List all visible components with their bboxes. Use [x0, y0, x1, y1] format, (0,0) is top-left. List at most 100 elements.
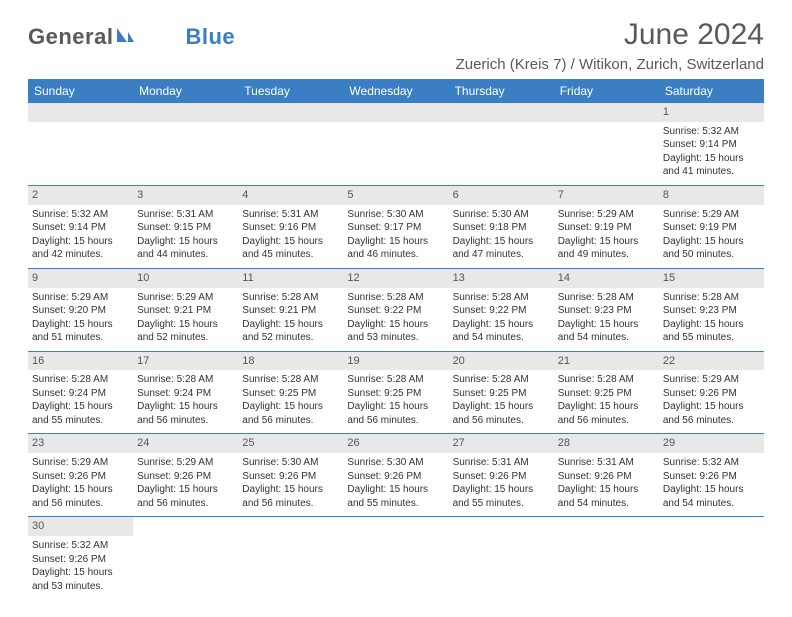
day-number-empty: [449, 103, 554, 122]
calendar-day-cell: 27Sunrise: 5:31 AMSunset: 9:26 PMDayligh…: [449, 434, 554, 517]
day-sunset: Sunset: 9:24 PM: [32, 387, 129, 401]
calendar-day-cell: 2Sunrise: 5:32 AMSunset: 9:14 PMDaylight…: [28, 185, 133, 268]
day-daylight: Daylight: 15 hours and 56 minutes.: [137, 483, 234, 510]
day-daylight: Daylight: 15 hours and 53 minutes.: [32, 566, 129, 593]
calendar-day-cell: 9Sunrise: 5:29 AMSunset: 9:20 PMDaylight…: [28, 268, 133, 351]
day-sunset: Sunset: 9:20 PM: [32, 304, 129, 318]
day-sunrise: Sunrise: 5:32 AM: [32, 539, 129, 553]
day-number: 29: [659, 434, 764, 453]
day-sunrise: Sunrise: 5:29 AM: [663, 373, 760, 387]
calendar-week-row: 9 Sunrise: 5:29 AMSunset: 9:20 PM Daylight…: [28, 268, 764, 351]
day-sunset: Sunset: 9:26 PM: [663, 387, 760, 401]
day-daylight: Daylight: 15 hours and 55 minutes.: [663, 318, 760, 345]
day-number: 18: [238, 352, 343, 371]
calendar-day-cell: 13Sunrise: 5:28 AMSunset: 9:22 PMDayligh…: [449, 268, 554, 351]
day-daylight: Daylight: 15 hours and 56 minutes.: [242, 400, 339, 427]
day-number: 28: [554, 434, 659, 453]
day-sunset: Sunset: 9:24 PM: [137, 387, 234, 401]
calendar-day-cell: 16Sunrise: 5:28 AMSunset: 9:24 PMDayligh…: [28, 351, 133, 434]
day-sunrise: Sunrise: 5:28 AM: [242, 373, 339, 387]
calendar-day-cell: [133, 517, 238, 599]
logo: GeneralBlue: [28, 24, 235, 50]
day-daylight: Daylight: 15 hours and 50 minutes.: [663, 235, 760, 262]
day-sunrise: Sunrise: 5:29 AM: [558, 208, 655, 222]
day-daylight: Daylight: 15 hours and 52 minutes.: [137, 318, 234, 345]
calendar-day-cell: 20Sunrise: 5:28 AMSunset: 9:25 PMDayligh…: [449, 351, 554, 434]
calendar-day-cell: [133, 103, 238, 185]
day-sunset: Sunset: 9:19 PM: [663, 221, 760, 235]
calendar-day-cell: [554, 517, 659, 599]
day-sunset: Sunset: 9:18 PM: [453, 221, 550, 235]
calendar-week-row: 23Sunrise: 5:29 AMSunset: 9:26 PMDayligh…: [28, 434, 764, 517]
day-number: 3: [133, 186, 238, 205]
day-number: 9: [28, 269, 133, 288]
calendar-day-cell: [659, 517, 764, 599]
day-sunrise: Sunrise: 5:28 AM: [558, 373, 655, 387]
month-title: June 2024: [456, 18, 764, 52]
calendar-week-row: 16Sunrise: 5:28 AMSunset: 9:24 PMDayligh…: [28, 351, 764, 434]
day-sunset: Sunset: 9:25 PM: [242, 387, 339, 401]
day-daylight: Daylight: 15 hours and 54 minutes.: [558, 483, 655, 510]
day-number: 30: [28, 517, 133, 536]
day-number: 25: [238, 434, 343, 453]
day-daylight: Daylight: 15 hours and 55 minutes.: [32, 400, 129, 427]
day-sunrise: Sunrise: 5:28 AM: [32, 373, 129, 387]
day-sunset: Sunset: 9:26 PM: [32, 470, 129, 484]
day-daylight: Daylight: 15 hours and 54 minutes.: [558, 318, 655, 345]
calendar-day-cell: [554, 103, 659, 185]
calendar-day-cell: [238, 517, 343, 599]
day-sunrise: Sunrise: 5:29 AM: [32, 291, 129, 305]
header: GeneralBlue June 2024 Zuerich (Kreis 7) …: [28, 18, 764, 73]
day-number: 17: [133, 352, 238, 371]
day-sunset: Sunset: 9:25 PM: [347, 387, 444, 401]
day-sunset: Sunset: 9:26 PM: [347, 470, 444, 484]
day-number: 5: [343, 186, 448, 205]
day-sunrise: Sunrise: 5:29 AM: [663, 208, 760, 222]
calendar-day-cell: 14Sunrise: 5:28 AMSunset: 9:23 PMDayligh…: [554, 268, 659, 351]
weekday-header: Tuesday: [238, 79, 343, 103]
day-sunrise: Sunrise: 5:32 AM: [663, 125, 760, 139]
day-daylight: Daylight: 15 hours and 56 minutes.: [137, 400, 234, 427]
day-number: 21: [554, 352, 659, 371]
day-number: 11: [238, 269, 343, 288]
calendar-day-cell: 26Sunrise: 5:30 AMSunset: 9:26 PMDayligh…: [343, 434, 448, 517]
day-sunset: Sunset: 9:21 PM: [242, 304, 339, 318]
day-sunrise: Sunrise: 5:31 AM: [242, 208, 339, 222]
day-sunrise: Sunrise: 5:31 AM: [453, 456, 550, 470]
day-daylight: Daylight: 15 hours and 56 minutes.: [242, 483, 339, 510]
day-sunrise: Sunrise: 5:28 AM: [137, 373, 234, 387]
calendar-day-cell: 18 Sunrise: 5:28 AMSunset: 9:25 PMDayligh…: [238, 351, 343, 434]
calendar-day-cell: 11Sunrise: 5:28 AMSunset: 9:21 PMDayligh…: [238, 268, 343, 351]
calendar-day-cell: 28Sunrise: 5:31 AMSunset: 9:26 PMDayligh…: [554, 434, 659, 517]
calendar-day-cell: 22Sunrise: 5:29 AMSunset: 9:26 PMDayligh…: [659, 351, 764, 434]
day-daylight: Daylight: 15 hours and 53 minutes.: [347, 318, 444, 345]
day-sunrise: Sunrise: 5:28 AM: [453, 373, 550, 387]
calendar-day-cell: 17 Sunrise: 5:28 AMSunset: 9:24 PMDayligh…: [133, 351, 238, 434]
day-sunset: Sunset: 9:26 PM: [32, 553, 129, 567]
calendar-day-cell: [343, 517, 448, 599]
logo-text: GeneralBlue: [28, 24, 235, 50]
calendar-day-cell: 8 Sunrise: 5:29 AMSunset: 9:19 PMDaylight…: [659, 185, 764, 268]
day-daylight: Daylight: 15 hours and 54 minutes.: [663, 483, 760, 510]
day-sunrise: Sunrise: 5:31 AM: [558, 456, 655, 470]
day-daylight: Daylight: 15 hours and 55 minutes.: [453, 483, 550, 510]
calendar-day-cell: 5Sunrise: 5:30 AMSunset: 9:17 PMDaylight…: [343, 185, 448, 268]
day-sunset: Sunset: 9:16 PM: [242, 221, 339, 235]
weekday-header: Thursday: [449, 79, 554, 103]
calendar-day-cell: 1Sunrise: 5:32 AMSunset: 9:14 PMDaylight…: [659, 103, 764, 185]
calendar-day-cell: 19Sunrise: 5:28 AMSunset: 9:25 PMDayligh…: [343, 351, 448, 434]
calendar-week-row: 2Sunrise: 5:32 AMSunset: 9:14 PMDaylight…: [28, 185, 764, 268]
day-number: 8: [659, 186, 764, 205]
weekday-header: Saturday: [659, 79, 764, 103]
location-subtitle: Zuerich (Kreis 7) / Witikon, Zurich, Swi…: [456, 56, 764, 73]
day-number: 26: [343, 434, 448, 453]
calendar-day-cell: [343, 103, 448, 185]
day-daylight: Daylight: 15 hours and 42 minutes.: [32, 235, 129, 262]
day-sunrise: Sunrise: 5:28 AM: [242, 291, 339, 305]
day-sunset: Sunset: 9:23 PM: [663, 304, 760, 318]
day-sunset: Sunset: 9:26 PM: [663, 470, 760, 484]
day-number: 10: [133, 269, 238, 288]
day-sunrise: Sunrise: 5:32 AM: [32, 208, 129, 222]
calendar-day-cell: 24Sunrise: 5:29 AMSunset: 9:26 PMDayligh…: [133, 434, 238, 517]
day-sunrise: Sunrise: 5:30 AM: [453, 208, 550, 222]
